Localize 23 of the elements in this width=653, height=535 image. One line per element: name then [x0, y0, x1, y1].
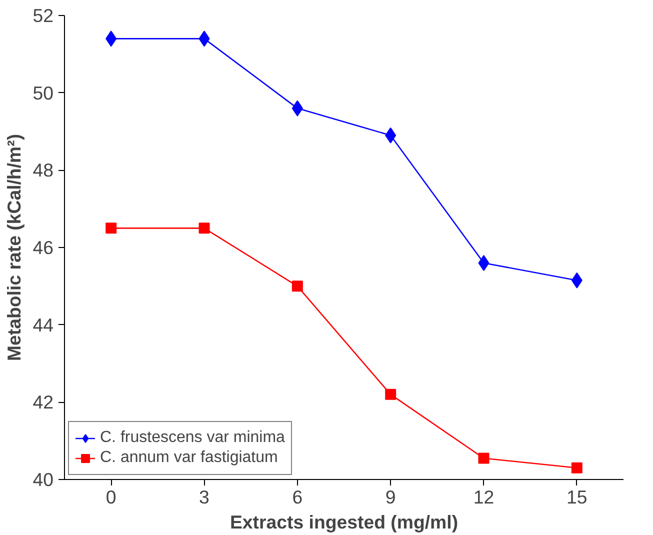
x-tick-label: 9 — [385, 486, 396, 508]
x-tick-label: 12 — [473, 486, 494, 508]
x-axis-title: Extracts ingested (mg/ml) — [230, 512, 458, 532]
point — [571, 462, 582, 474]
x-tick-label: 3 — [199, 486, 210, 508]
y-tick-label: 44 — [32, 314, 54, 336]
point — [198, 222, 210, 234]
point — [385, 388, 396, 400]
y-tick-label: 50 — [32, 82, 54, 104]
x-tick-label: 6 — [292, 486, 303, 508]
point — [106, 222, 117, 234]
y-axis-title: Metabolic rate (kCal/h/m²) — [4, 134, 25, 362]
point — [292, 280, 303, 292]
legend-label: C. frustescens var minima — [100, 429, 285, 447]
x-tick-label: 15 — [566, 486, 588, 508]
point — [478, 452, 490, 464]
legend-label: C. annum var fastigiatum — [100, 449, 278, 467]
y-tick-label: 42 — [32, 392, 54, 413]
y-tick-label: 46 — [32, 237, 54, 258]
y-tick-label: 48 — [32, 160, 54, 181]
y-tick-label: 40 — [32, 469, 54, 490]
y-tick-label: 52 — [32, 5, 54, 26]
x-tick-label: 0 — [106, 486, 116, 508]
